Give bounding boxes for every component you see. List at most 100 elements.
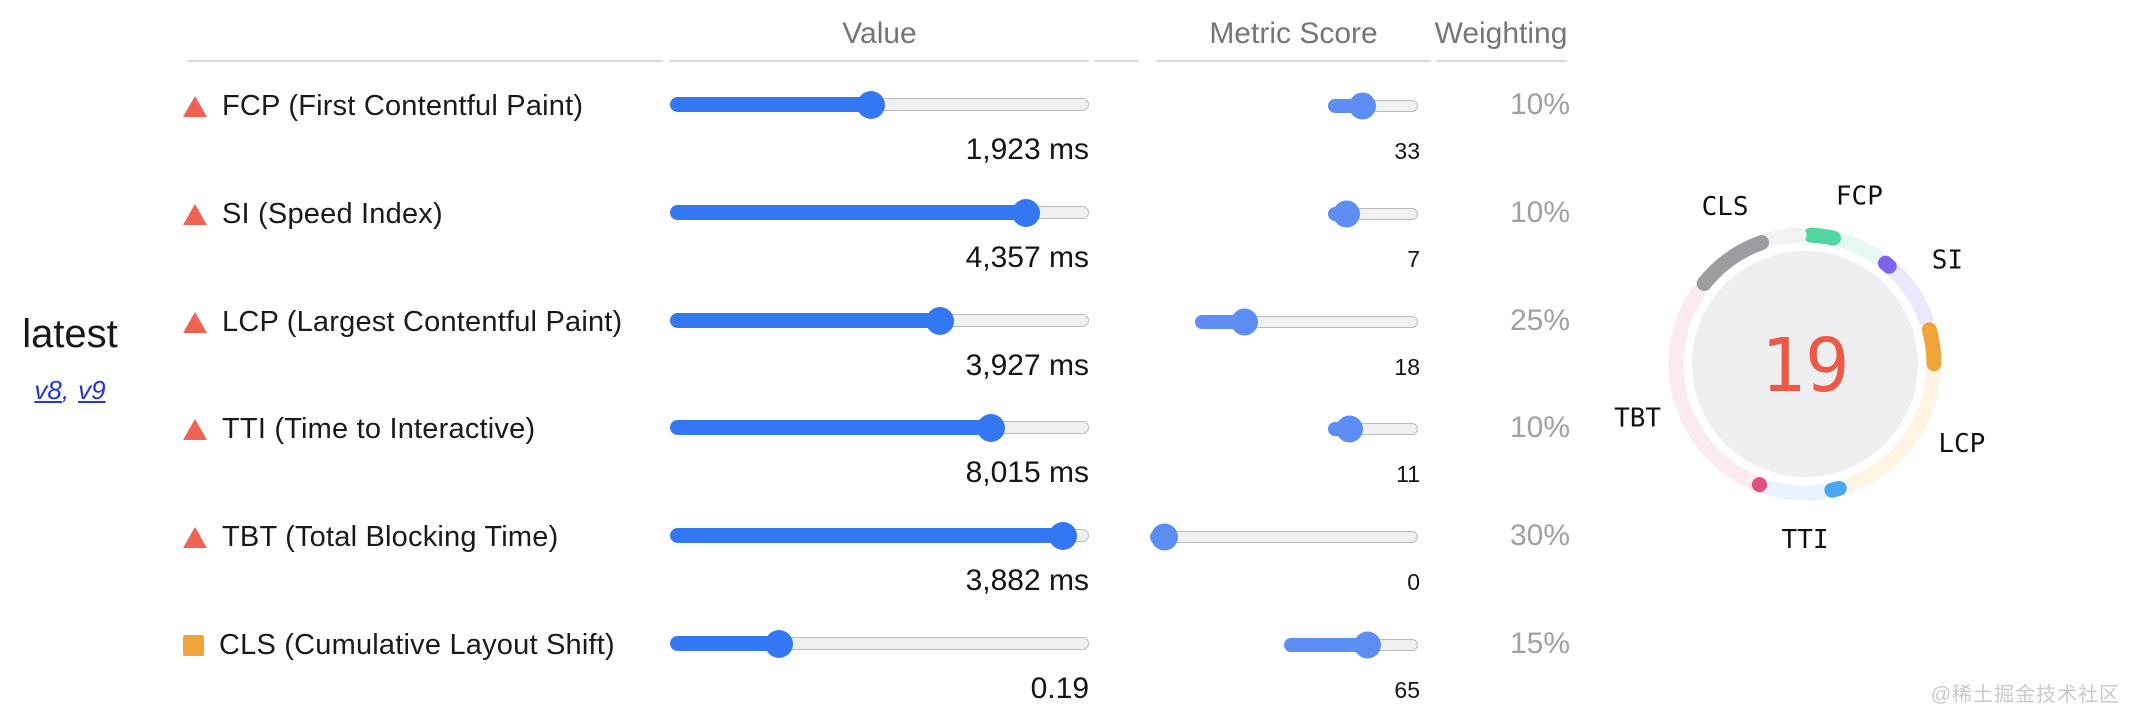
gauge-arc (1803, 227, 1841, 246)
rating-icon (183, 526, 207, 548)
gauge-arc (1921, 322, 1942, 372)
slider-fill (670, 420, 991, 435)
metric-row-si: SI (Speed Index) 4,357 ms 7 10% (0, 168, 2136, 276)
metric-score-value: 65 (1394, 677, 1420, 703)
gauge-metric-label: CLS (1702, 192, 1749, 222)
metric-label-cell: CLS (Cumulative Layout Shift) (183, 625, 615, 665)
gauge-arc (1696, 235, 1770, 292)
metric-label-cell: FCP (First Contentful Paint) (183, 86, 583, 126)
slider-thumb[interactable] (1049, 521, 1078, 550)
value-column-header: Value (842, 17, 917, 50)
metric-label: TTI (Time to Interactive) (222, 412, 536, 445)
header-divider (670, 60, 1089, 62)
slider-thumb[interactable] (1353, 631, 1381, 659)
value-slider[interactable] (670, 306, 1089, 335)
metric-score-value: 11 (1396, 461, 1420, 487)
slider-thumb[interactable] (977, 413, 1006, 442)
gauge-arc (1877, 255, 1897, 274)
gauge-metric-label: FCP (1836, 182, 1883, 212)
metric-label-cell: SI (Speed Index) (183, 194, 443, 234)
metric-score-column-header: Metric Score (1209, 17, 1378, 50)
metric-label: SI (Speed Index) (222, 197, 443, 230)
slider-thumb[interactable] (764, 629, 793, 658)
metric-value: 3,927 ms (965, 349, 1089, 382)
metric-weighting: 10% (1509, 196, 1570, 229)
score-gauge: FCP SI LCP TTI TBT CLS 19 (1614, 182, 1985, 555)
slider-track[interactable] (1151, 531, 1418, 543)
gauge-metric-label: LCP (1938, 429, 1985, 459)
metric-row-tti: TTI (Time to Interactive) 8,015 ms 11 10… (0, 383, 2136, 491)
metric-label: CLS (Cumulative Layout Shift) (219, 628, 615, 661)
metric-label: TBT (Total Blocking Time) (222, 520, 559, 553)
metric-score-value: 18 (1394, 354, 1420, 380)
value-slider[interactable] (670, 413, 1089, 442)
slider-thumb[interactable] (1230, 308, 1258, 336)
value-slider[interactable] (670, 198, 1089, 227)
slider-fill (670, 528, 1063, 543)
slider-fill (670, 313, 940, 328)
metric-value: 3,882 ms (965, 564, 1089, 597)
metric-value: 4,357 ms (965, 241, 1089, 274)
metric-score-slider[interactable] (1283, 631, 1418, 659)
slider-thumb[interactable] (1335, 415, 1363, 443)
metric-label-cell: TTI (Time to Interactive) (183, 409, 535, 449)
metric-score-slider[interactable] (1328, 92, 1418, 120)
gauge-arc (1668, 285, 1768, 493)
value-slider[interactable] (670, 521, 1089, 550)
slider-thumb[interactable] (1349, 92, 1377, 120)
gauge-score-value: 19 (1760, 323, 1849, 409)
rating-icon (183, 95, 207, 117)
metric-row-tbt: TBT (Total Blocking Time) 3,882 ms 0 30% (0, 491, 2136, 599)
metric-label-cell: LCP (Largest Contentful Paint) (183, 302, 622, 342)
rating-icon (183, 634, 204, 656)
metric-score-slider[interactable] (1150, 523, 1418, 551)
metric-weighting: 15% (1509, 627, 1570, 660)
slider-fill (670, 205, 1026, 220)
metric-weighting: 10% (1509, 88, 1570, 121)
gauge-metric-label: TTI (1782, 525, 1829, 555)
metric-label-cell: TBT (Total Blocking Time) (183, 517, 558, 557)
rating-icon (183, 311, 207, 333)
metric-weighting: 10% (1509, 411, 1570, 444)
slider-thumb[interactable] (857, 90, 886, 119)
metric-weighting: 30% (1509, 519, 1570, 552)
metric-value: 8,015 ms (965, 456, 1089, 489)
version-link-v8[interactable]: v8 (34, 375, 62, 405)
metric-score-value: 0 (1407, 569, 1420, 595)
gauge-arc (1824, 480, 1847, 498)
metric-score-value: 7 (1407, 246, 1420, 272)
rating-icon (183, 418, 207, 440)
gauge-inner-circle (1692, 251, 1918, 477)
header-divider (1436, 60, 1567, 62)
slider-fill (670, 636, 778, 651)
slider-thumb[interactable] (1333, 200, 1361, 228)
metric-label: FCP (First Contentful Paint) (222, 89, 584, 122)
gauge-metric-label: TBT (1614, 403, 1661, 433)
slider-thumb[interactable] (926, 306, 955, 335)
slider-fill (670, 97, 871, 112)
watermark: @稀土掘金技术社区 (1930, 684, 2120, 706)
metric-value: 1,923 ms (965, 133, 1089, 166)
metric-value: 0.19 (1030, 672, 1089, 705)
slider-thumb[interactable] (1151, 523, 1178, 551)
gauge-metric-label: SI (1932, 246, 1963, 276)
metric-score-value: 33 (1394, 138, 1420, 164)
metric-row-lcp: LCP (Largest Contentful Paint) 3,927 ms … (0, 276, 2136, 384)
metric-label: LCP (Largest Contentful Paint) (222, 305, 623, 338)
version-pane: latest v8, v9 (0, 312, 140, 406)
value-slider[interactable] (670, 90, 1089, 119)
header-divider (187, 60, 663, 62)
metric-row-cls: CLS (Cumulative Layout Shift) 0.19 65 15… (0, 599, 2136, 707)
metric-score-slider[interactable] (1328, 200, 1418, 228)
value-slider[interactable] (670, 629, 1089, 658)
metric-score-slider[interactable] (1328, 415, 1418, 443)
header-divider (1094, 60, 1138, 62)
version-link-separator: , (61, 375, 70, 405)
version-link-v9[interactable]: v9 (78, 375, 106, 405)
rating-icon (183, 203, 207, 225)
header-divider (1156, 60, 1431, 62)
weighting-column-header: Weighting (1434, 17, 1568, 50)
metric-score-slider[interactable] (1194, 308, 1418, 336)
version-links: v8, v9 (0, 375, 140, 406)
slider-thumb[interactable] (1012, 198, 1041, 227)
